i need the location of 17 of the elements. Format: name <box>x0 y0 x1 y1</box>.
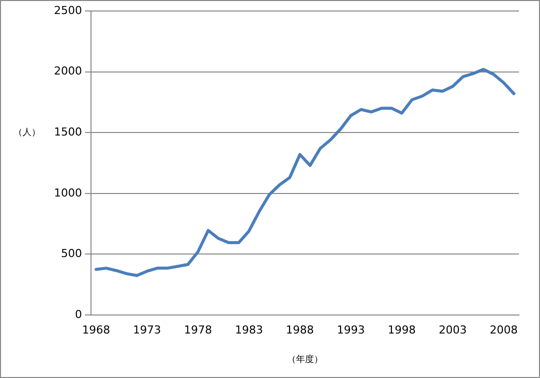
x-tick-label: 1978 <box>184 323 212 336</box>
y-tick-label: 1500 <box>54 125 82 138</box>
y-axis-title: （人） <box>14 126 40 138</box>
x-tick-label: 1983 <box>234 323 263 336</box>
x-tick-label: 1968 <box>82 323 110 336</box>
x-tick-label: 1973 <box>133 323 162 336</box>
x-tick-label: 1993 <box>336 323 365 336</box>
y-tick-label: 1000 <box>54 186 82 200</box>
y-tick-label: 500 <box>60 247 82 260</box>
y-tick-label: 0 <box>74 308 82 321</box>
y-tick-label: 2500 <box>54 4 82 17</box>
x-tick-label: 2008 <box>490 323 518 336</box>
x-tick-label: 1998 <box>388 323 416 336</box>
x-tick-label: 2003 <box>438 323 467 336</box>
x-axis-title: （年度） <box>286 354 323 365</box>
x-tick-label: 1988 <box>286 323 314 336</box>
y-tick-label: 2000 <box>54 64 82 78</box>
